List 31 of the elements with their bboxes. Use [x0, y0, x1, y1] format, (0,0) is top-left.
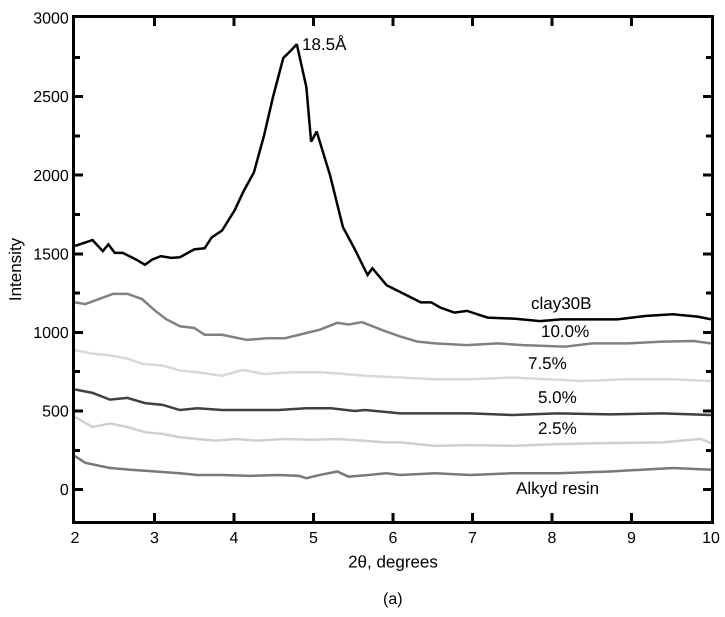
text: (a) [383, 591, 403, 608]
series-label: 7.5% [528, 354, 567, 373]
y-tick-label: 2500 [33, 89, 69, 106]
x-tick-label: 4 [230, 530, 239, 548]
line-series [75, 388, 711, 416]
y-tick-label: 500 [42, 404, 69, 421]
x-tick-label: 9 [627, 530, 636, 548]
x-tick-label: 5 [309, 530, 318, 548]
line-series [75, 348, 711, 382]
annotation: 18.5Å [302, 35, 348, 54]
x-axis-title: 2θ, degrees [348, 552, 438, 572]
x-tick-label: 2 [70, 530, 80, 548]
series-label: 10.0% [541, 322, 590, 341]
line-series [75, 454, 711, 480]
x-tick-label: 10 [702, 530, 720, 548]
x-tick-label: 6 [388, 530, 398, 548]
series-label: Alkyd resin [516, 479, 600, 498]
series-label: clay30B [531, 294, 592, 313]
series-label: 5.0% [538, 388, 577, 407]
y-tick-label: 1000 [33, 324, 69, 342]
x-tick-label: 8 [548, 530, 557, 548]
line-series [75, 416, 711, 448]
y-tick-label: 0 [60, 482, 69, 500]
line-series [75, 292, 711, 348]
y-tick-label: 2000 [33, 168, 69, 185]
y-tick-label: 3000 [33, 10, 69, 28]
x-tick-label: 7 [468, 530, 478, 548]
y-tick-label: 1500 [33, 246, 69, 264]
series-label: 2.5% [538, 419, 577, 438]
x-tick-label: 3 [150, 530, 160, 548]
y-axis-title: Intensity [6, 237, 25, 302]
